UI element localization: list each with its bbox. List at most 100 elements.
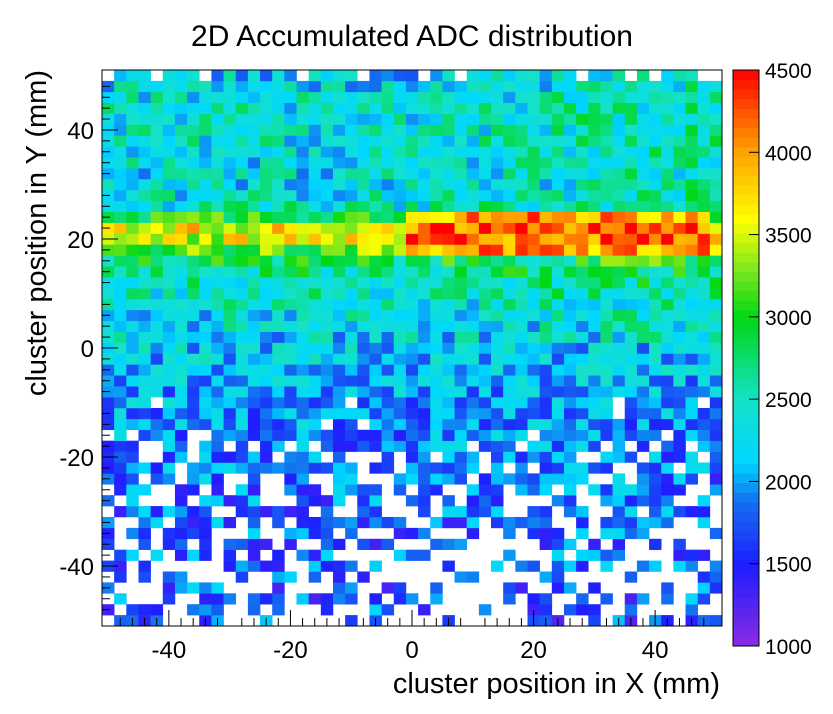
heatmap-cell bbox=[466, 157, 480, 169]
heatmap-cell bbox=[357, 571, 370, 583]
heatmap-cell bbox=[345, 233, 358, 245]
heatmap-cell bbox=[126, 473, 139, 485]
heatmap-cell bbox=[114, 222, 127, 234]
heatmap-cell bbox=[697, 516, 711, 529]
heatmap-cell bbox=[114, 397, 127, 409]
heatmap-cell bbox=[260, 244, 273, 256]
heatmap-cell bbox=[430, 593, 443, 605]
heatmap-cell bbox=[284, 124, 297, 136]
heatmap-cell bbox=[600, 233, 613, 245]
heatmap-cell bbox=[162, 277, 176, 289]
heatmap-cell bbox=[478, 429, 492, 441]
heatmap-cell bbox=[624, 298, 638, 311]
heatmap-cell bbox=[150, 157, 164, 169]
heatmap-cell bbox=[126, 451, 139, 463]
heatmap-cell bbox=[369, 353, 382, 365]
heatmap-cell bbox=[102, 288, 115, 300]
heatmap-cell bbox=[187, 506, 200, 518]
heatmap-cell bbox=[369, 298, 382, 311]
heatmap-cell bbox=[685, 255, 698, 267]
heatmap-cell bbox=[661, 266, 674, 278]
heatmap-cell bbox=[563, 102, 577, 114]
heatmap-cell bbox=[114, 179, 127, 191]
heatmap-cell bbox=[126, 386, 139, 398]
heatmap-cell bbox=[442, 560, 455, 572]
heatmap-cell bbox=[272, 353, 285, 365]
heatmap-cell bbox=[503, 516, 516, 529]
heatmap-cell bbox=[357, 255, 370, 267]
heatmap-cell bbox=[527, 266, 540, 278]
heatmap-cell bbox=[405, 462, 419, 474]
heatmap-cell bbox=[296, 80, 309, 93]
heatmap-cell bbox=[405, 353, 419, 365]
heatmap-cell bbox=[624, 604, 638, 616]
heatmap-cell bbox=[600, 331, 613, 343]
heatmap-cell bbox=[187, 582, 200, 594]
heatmap-cell bbox=[576, 353, 589, 365]
heatmap-cell bbox=[162, 418, 176, 431]
heatmap-cell bbox=[260, 593, 273, 605]
heatmap-cell bbox=[260, 157, 273, 169]
heatmap-cell bbox=[685, 506, 698, 518]
heatmap-cell bbox=[612, 298, 626, 311]
heatmap-cell bbox=[636, 233, 650, 245]
heatmap-cell bbox=[284, 506, 297, 518]
heatmap-cell bbox=[138, 168, 151, 180]
heatmap-cell bbox=[138, 331, 151, 343]
heatmap-cell bbox=[235, 179, 249, 191]
heatmap-cell bbox=[272, 429, 285, 441]
heatmap-cell bbox=[405, 70, 419, 82]
heatmap-cell bbox=[563, 309, 577, 322]
heatmap-cell bbox=[296, 418, 309, 431]
heatmap-cell bbox=[284, 102, 297, 114]
heatmap-cell bbox=[442, 397, 455, 409]
heatmap-cell bbox=[661, 244, 674, 256]
heatmap-cell bbox=[649, 429, 662, 441]
heatmap-cell bbox=[685, 146, 698, 158]
heatmap-cell bbox=[539, 266, 553, 278]
heatmap-cell bbox=[114, 593, 127, 605]
heatmap-cell bbox=[393, 473, 407, 485]
heatmap-cell bbox=[308, 298, 322, 311]
heatmap-cell bbox=[199, 222, 212, 234]
heatmap-cell bbox=[211, 582, 224, 594]
heatmap-cell bbox=[247, 135, 261, 147]
heatmap-cell bbox=[576, 255, 589, 267]
heatmap-cell bbox=[491, 124, 504, 136]
heatmap-cell bbox=[600, 222, 613, 234]
heatmap-cell bbox=[247, 288, 261, 300]
heatmap-cell bbox=[442, 364, 455, 376]
heatmap-cell bbox=[199, 506, 212, 518]
heatmap-cell bbox=[162, 255, 176, 267]
heatmap-cell bbox=[393, 342, 407, 354]
heatmap-cell bbox=[247, 375, 261, 387]
heatmap-cell bbox=[454, 233, 468, 245]
heatmap-cell bbox=[284, 407, 297, 420]
heatmap-cell bbox=[539, 277, 553, 289]
heatmap-cell bbox=[673, 266, 686, 278]
heatmap-cell bbox=[320, 244, 334, 256]
heatmap-cell bbox=[114, 342, 127, 354]
heatmap-cell bbox=[600, 146, 613, 158]
heatmap-cell bbox=[697, 255, 711, 267]
heatmap-cell bbox=[418, 233, 431, 245]
heatmap-cell bbox=[685, 124, 698, 136]
heatmap-cell bbox=[563, 462, 577, 474]
heatmap-cell bbox=[187, 342, 200, 354]
heatmap-cell bbox=[199, 298, 212, 311]
heatmap-cell bbox=[649, 244, 662, 256]
heatmap-cell bbox=[345, 222, 358, 234]
heatmap-cell bbox=[624, 135, 638, 147]
heatmap-cell bbox=[308, 80, 322, 93]
heatmap-cell bbox=[649, 386, 662, 398]
heatmap-cell bbox=[612, 179, 626, 191]
heatmap-cell bbox=[393, 527, 407, 540]
heatmap-cell bbox=[405, 342, 419, 354]
heatmap-cell bbox=[612, 200, 626, 213]
heatmap-cell bbox=[357, 397, 370, 409]
heatmap-cell bbox=[503, 397, 516, 409]
heatmap-cell bbox=[515, 462, 528, 474]
heatmap-cell bbox=[576, 342, 589, 354]
heatmap-cell bbox=[442, 255, 455, 267]
